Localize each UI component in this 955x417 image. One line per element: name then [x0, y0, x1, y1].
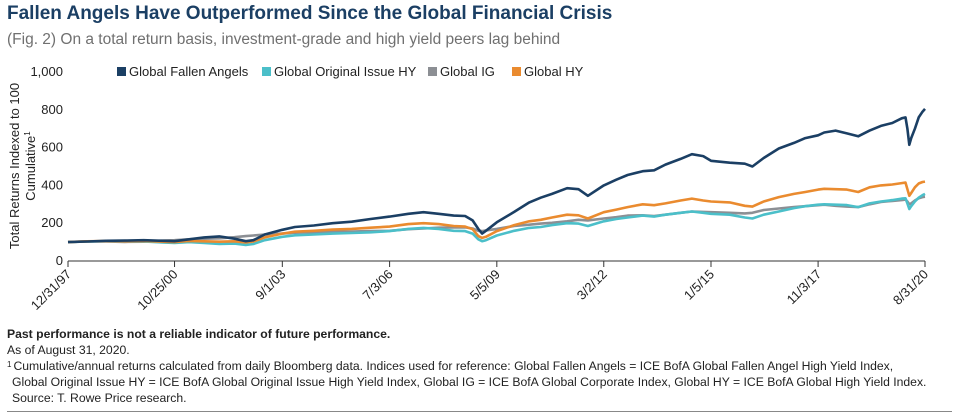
chart-notes: Past performance is not a reliable indic… — [7, 326, 952, 406]
footnote-line-2: Global Original Issue HY = ICE BofA Glob… — [12, 375, 927, 389]
bottom-rule — [7, 411, 952, 412]
chart-subtitle: (Fig. 2) On a total return basis, invest… — [7, 31, 561, 48]
x-tick-label: 3/2/12 — [574, 267, 610, 303]
series-lines — [67, 108, 926, 247]
source-note: Source: T. Rowe Price research. — [12, 391, 187, 405]
series-line-global-original-issue-hy — [67, 192, 926, 247]
x-tick-label: 7/3/06 — [360, 267, 396, 303]
y-axis-label-line2: Cumulative — [23, 136, 38, 201]
y-tick-label: 200 — [41, 215, 63, 230]
y-axis-label-2: Cumulative1 — [23, 131, 38, 201]
x-tick-label: 10/25/00 — [134, 267, 180, 313]
x-tick-label: 12/31/97 — [28, 267, 74, 313]
series-line-global-hy — [67, 180, 926, 244]
footnote-line-1: Cumulative/annual returns calculated fro… — [13, 359, 894, 373]
x-tick-label: 5/5/09 — [467, 267, 503, 303]
y-tick-label: 600 — [41, 140, 63, 155]
legend-swatch — [117, 67, 126, 76]
legend-label: Global HY — [524, 64, 584, 79]
legend-label: Global IG — [440, 64, 495, 79]
y-axis-label-superscript: 1 — [23, 131, 32, 136]
legend: Global Fallen Angels Global Original Issu… — [117, 64, 584, 79]
performance-disclaimer: Past performance is not a reliable indic… — [7, 327, 391, 341]
series-line-global-fallen-angels — [67, 108, 926, 244]
x-axis: 12/31/97 10/25/00 9/1/03 7/3/06 5/5/09 3/2/12… — [28, 261, 931, 313]
legend-swatch — [512, 67, 521, 76]
y-axis-label-line1: Total Returns Indexed to 100 — [7, 83, 22, 249]
line-chart: Global Fallen Angels Global Original Issu… — [7, 64, 931, 313]
legend-swatch — [262, 67, 271, 76]
legend-swatch — [428, 67, 437, 76]
y-tick-label: 800 — [41, 102, 63, 117]
y-tick-label: 0 — [56, 253, 63, 268]
x-tick-label: 1/5/15 — [681, 267, 717, 303]
x-tick-label: 8/31/20 — [890, 267, 931, 308]
y-tick-label: 1,000 — [30, 64, 63, 79]
y-axis-label: Total Returns Indexed to 100 — [7, 83, 22, 249]
as-of-date: As of August 31, 2020. — [7, 343, 130, 357]
chart-title: Fallen Angels Have Outperformed Since th… — [7, 3, 613, 24]
footnote-mark: 1 — [7, 360, 12, 369]
x-tick-label: 9/1/03 — [252, 267, 288, 303]
footnote: 1 Cumulative/annual returns calculated fr… — [7, 358, 952, 374]
legend-label: Global Fallen Angels — [129, 64, 249, 79]
y-axis: 0 200 400 600 800 1,000 — [30, 64, 63, 268]
legend-label: Global Original Issue HY — [274, 64, 417, 79]
x-tick-label: 11/3/17 — [784, 267, 825, 308]
y-tick-label: 400 — [41, 177, 63, 192]
